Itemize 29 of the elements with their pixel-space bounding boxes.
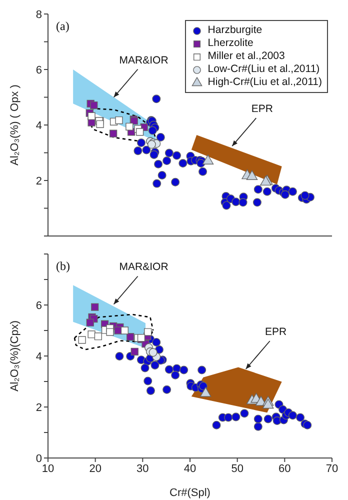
x-tick-label: 10 <box>42 462 54 475</box>
x-tick-label: 20 <box>89 462 102 475</box>
x-axis-title: Cr#(Spl) <box>170 487 210 499</box>
legend-label: High-Cr#(Liu et al.,2011) <box>208 76 322 89</box>
annotation: MAR&IOR <box>119 54 169 66</box>
annotation: (b) <box>56 259 70 273</box>
x-tick-label: 60 <box>278 462 291 475</box>
legend-label: Miller et al.,2003 <box>208 50 285 63</box>
y-axis-title: Al₂O₃(%)(Cpx) <box>8 320 21 392</box>
x-tick-label: 30 <box>136 462 149 475</box>
y-axis-title: Al₂O₃(%) ( Opx ) <box>8 84 21 166</box>
y-tick-label: 4 <box>36 120 42 132</box>
annotation: EPR <box>265 326 288 338</box>
legend-label: Harzburgite <box>208 24 262 37</box>
x-tick-label: 70 <box>326 462 338 475</box>
legend-label: Lherzolite <box>208 37 254 50</box>
annotation: EPR <box>251 103 274 116</box>
y-tick-label: 6 <box>36 64 42 76</box>
legend-label: Low-Cr#(Liu et al.,2011) <box>208 63 320 76</box>
y-tick-label: 0 <box>36 452 42 465</box>
annotation: (a) <box>56 19 70 33</box>
y-tick-label: 2 <box>36 175 42 188</box>
y-tick-label: 8 <box>36 8 42 21</box>
x-tick-label: 50 <box>231 462 244 475</box>
annotation: MAR&IOR <box>119 261 169 274</box>
y-tick-label: 6 <box>36 300 42 312</box>
y-tick-label: 2 <box>36 402 42 414</box>
x-tick-label: 40 <box>184 462 196 475</box>
y-tick-label: 4 <box>36 350 42 363</box>
